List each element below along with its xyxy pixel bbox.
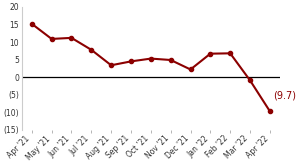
Text: (9.7): (9.7) [273, 90, 296, 100]
